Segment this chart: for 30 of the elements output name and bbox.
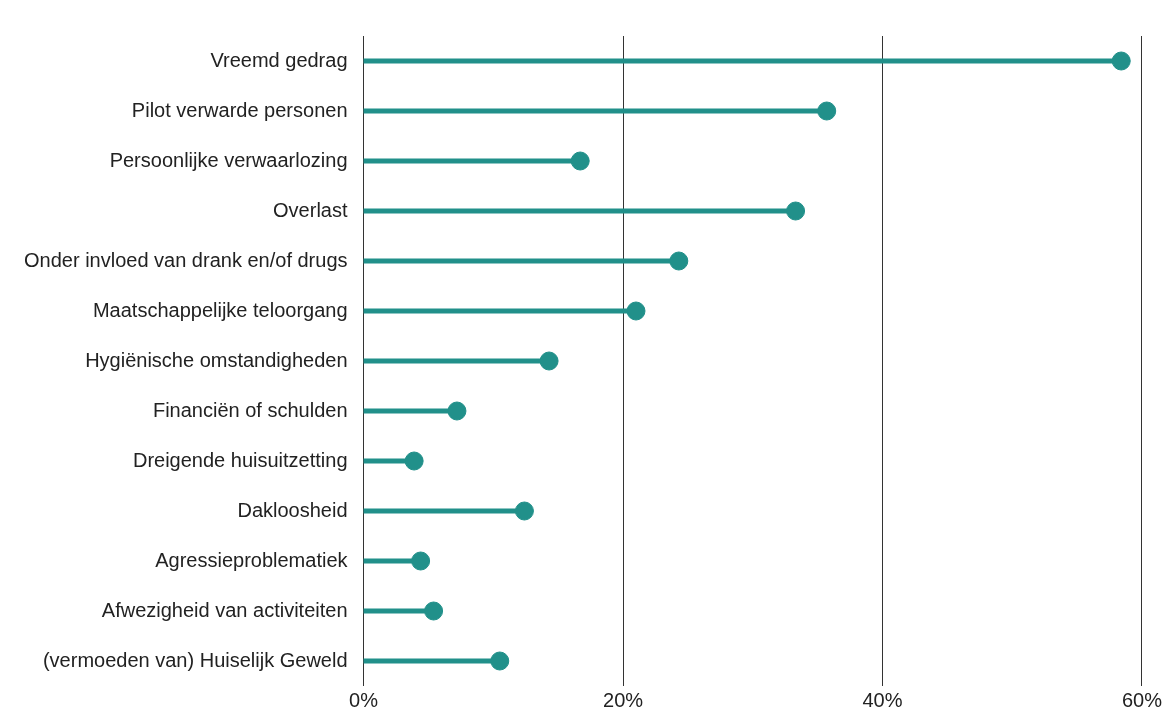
x-tick-label: 60% [1121,688,1163,711]
y-tick-label: Maatschappelijke teloorgang [92,298,348,321]
x-tick-label: 40% [862,688,903,711]
y-tick-label: Agressieproblematiek [155,548,349,571]
point [411,551,431,571]
y-tick-label: Dreigende huisuitzetting [132,448,348,471]
point [447,401,467,421]
y-tick-label: Financiën of schulden [152,398,348,421]
point [817,101,837,121]
point [786,201,806,221]
y-tick-label: Onder invloed van drank en/of drugs [23,248,348,271]
y-tick-label: Vreemd gedrag [210,48,348,71]
y-tick-label: Overlast [273,198,348,221]
point [490,651,510,671]
point [1111,51,1131,71]
point [424,601,444,621]
point [669,251,689,271]
x-tick-label: 20% [603,688,644,711]
point [570,151,590,171]
y-tick-label: Persoonlijke verwaarlozing [109,148,348,171]
x-tick-label: 0% [349,688,379,711]
y-tick-label: Afwezigheid van activiteiten [101,598,348,621]
y-tick-label: Dakloosheid [237,498,348,521]
y-tick-label: Pilot verwarde personen [131,98,348,121]
y-tick-label: Hygiënische omstandigheden [85,348,348,371]
point [404,451,424,471]
point [626,301,646,321]
y-tick-label: (vermoeden van) Huiselijk Geweld [42,648,348,671]
point [514,501,534,521]
point [539,351,559,371]
